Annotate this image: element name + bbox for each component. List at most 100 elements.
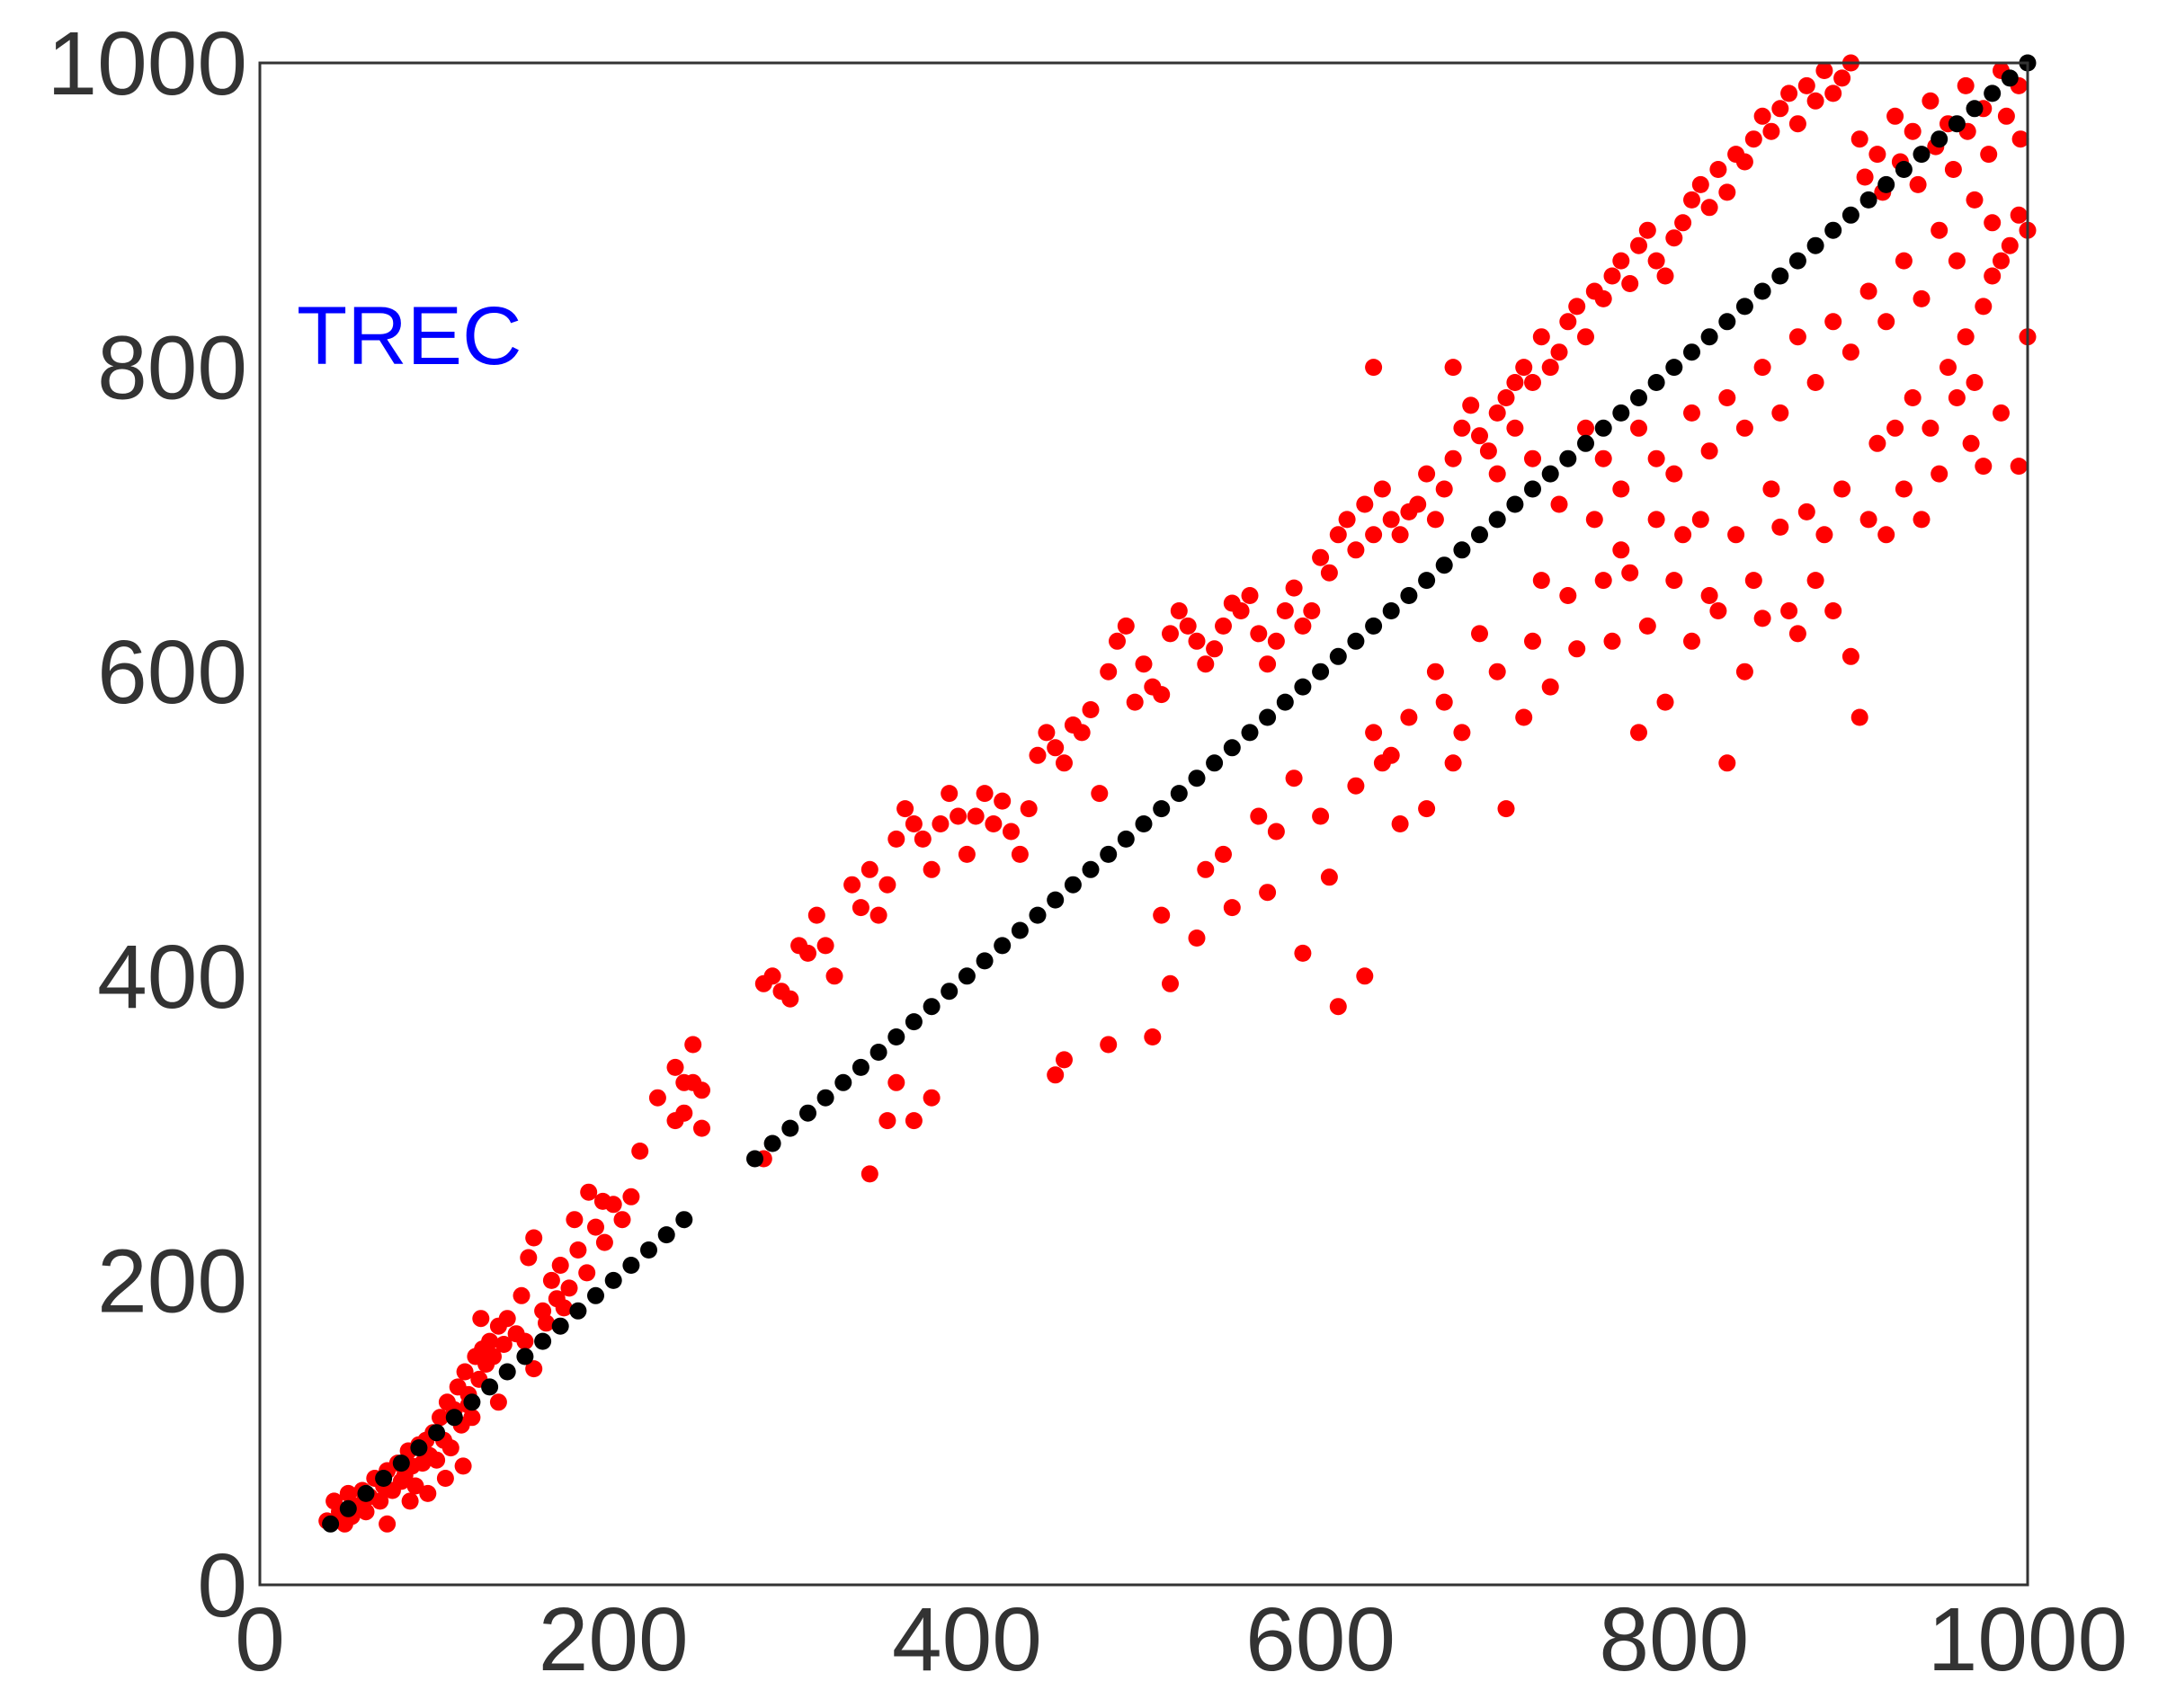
- data-point: [675, 1211, 693, 1229]
- data-point: [1895, 161, 1913, 178]
- data-point: [1365, 359, 1383, 377]
- data-point: [1700, 199, 1718, 217]
- data-point: [1056, 1051, 1073, 1069]
- data-point: [1603, 632, 1621, 650]
- data-point: [441, 1439, 459, 1457]
- data-point: [1153, 686, 1171, 704]
- data-point: [1788, 625, 1806, 643]
- data-point: [1984, 267, 2002, 285]
- data-point: [958, 845, 976, 863]
- data-point: [1223, 899, 1241, 917]
- data-point: [1400, 708, 1418, 726]
- data-point: [1471, 625, 1488, 643]
- data-point: [1135, 815, 1153, 832]
- data-point: [1997, 107, 2015, 125]
- data-point: [1788, 252, 1806, 270]
- data-point: [763, 967, 781, 985]
- data-point: [1259, 655, 1277, 673]
- data-point: [693, 1119, 710, 1137]
- data-point: [375, 1470, 393, 1487]
- data-point: [1922, 419, 1940, 437]
- data-point: [498, 1310, 516, 1328]
- data-point: [684, 1073, 702, 1091]
- data-point: [1895, 252, 1913, 270]
- data-point: [1559, 587, 1577, 604]
- data-point: [807, 906, 825, 924]
- data-point: [1966, 374, 1984, 391]
- data-point: [1426, 663, 1444, 681]
- data-point: [1109, 632, 1126, 650]
- x-tick-labels: 0 200 400 600 800 1000: [235, 1589, 2127, 1690]
- data-point: [1100, 1036, 1118, 1054]
- data-point: [1966, 191, 1984, 209]
- data-point: [1568, 640, 1586, 658]
- data-point: [1957, 328, 1975, 346]
- data-point: [1170, 602, 1188, 619]
- y-tick-labels: 0 200 400 600 800 1000: [48, 13, 247, 1636]
- data-point: [481, 1378, 499, 1396]
- data-point: [1179, 617, 1197, 635]
- data-point: [843, 876, 861, 894]
- data-point: [861, 1165, 878, 1183]
- data-point: [1966, 100, 1984, 118]
- data-point: [1577, 419, 1594, 437]
- data-point: [428, 1424, 446, 1442]
- data-point: [1931, 130, 1948, 148]
- data-point: [1815, 62, 1833, 79]
- data-point: [746, 1150, 763, 1168]
- data-point: [1382, 511, 1400, 529]
- data-point: [485, 1348, 502, 1366]
- data-point: [580, 1183, 598, 1201]
- data-point: [1940, 359, 1957, 377]
- data-point: [481, 1332, 499, 1350]
- data-point: [1683, 404, 1700, 422]
- data-point: [1788, 115, 1806, 133]
- data-point: [1418, 465, 1436, 483]
- data-point: [905, 1013, 923, 1031]
- data-point: [1029, 746, 1047, 764]
- data-point: [1603, 267, 1621, 285]
- data-point: [1577, 328, 1594, 346]
- data-point: [1993, 252, 2010, 270]
- data-point: [1594, 449, 1612, 467]
- x-tick-label: 400: [892, 1589, 1042, 1690]
- data-point: [1003, 823, 1020, 841]
- data-point: [878, 1112, 896, 1130]
- data-point: [551, 1257, 569, 1274]
- data-point: [1674, 214, 1692, 232]
- data-point: [1904, 122, 1922, 140]
- data-point: [1117, 617, 1135, 635]
- data-point: [1948, 252, 1966, 270]
- data-point: [1674, 526, 1692, 544]
- data-point: [569, 1241, 587, 1259]
- data-point: [1550, 495, 1568, 513]
- data-point: [923, 998, 941, 1016]
- data-point: [1497, 389, 1515, 406]
- data-point: [1984, 214, 2002, 232]
- data-point: [994, 792, 1012, 810]
- data-point: [1656, 267, 1674, 285]
- data-point: [1559, 449, 1577, 467]
- data-point: [1647, 252, 1665, 270]
- data-point: [1294, 944, 1312, 962]
- data-point: [1056, 754, 1073, 772]
- data-point: [994, 937, 1012, 955]
- data-point: [1621, 275, 1639, 292]
- data-point: [852, 1058, 869, 1076]
- data-point: [1029, 906, 1047, 924]
- data-point: [1638, 221, 1656, 239]
- data-point: [1206, 754, 1224, 772]
- data-point: [941, 983, 959, 1001]
- data-point: [1285, 769, 1303, 787]
- data-point: [1206, 640, 1224, 658]
- data-point: [675, 1104, 693, 1122]
- data-point: [1806, 92, 1824, 110]
- data-point: [432, 1409, 449, 1427]
- data-point: [1073, 724, 1091, 742]
- data-point: [1144, 1028, 1162, 1045]
- data-point: [1771, 518, 1789, 536]
- data-point: [1948, 389, 1966, 406]
- data-point: [1984, 85, 2002, 102]
- data-point: [1515, 359, 1533, 377]
- data-point: [1824, 313, 1842, 331]
